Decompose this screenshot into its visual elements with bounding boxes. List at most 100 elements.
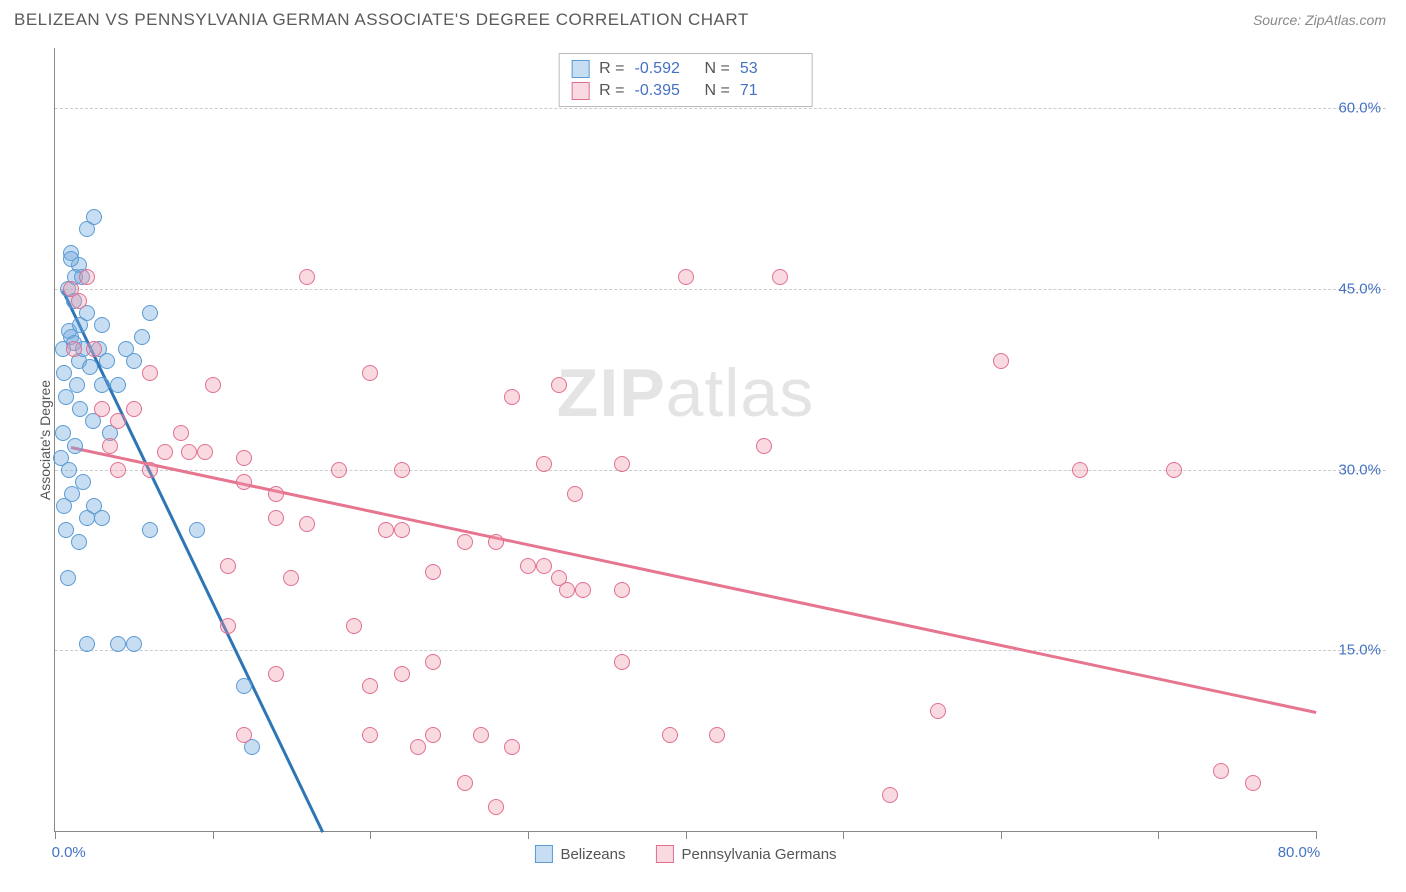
y-tick-label: 60.0% <box>1338 100 1381 117</box>
scatter-point <box>425 654 441 670</box>
scatter-point <box>102 438 118 454</box>
scatter-point <box>268 666 284 682</box>
scatter-point <box>410 739 426 755</box>
scatter-point <box>63 251 79 267</box>
legend-item-germans: Pennsylvania Germans <box>655 845 836 863</box>
chart-title: BELIZEAN VS PENNSYLVANIA GERMAN ASSOCIAT… <box>14 10 749 30</box>
scatter-point <box>142 522 158 538</box>
stat-r-label: R = <box>599 82 624 100</box>
scatter-point <box>394 522 410 538</box>
gridline <box>55 470 1386 471</box>
scatter-point <box>394 666 410 682</box>
legend-item-belizeans: Belizeans <box>534 845 625 863</box>
legend-bottom: Belizeans Pennsylvania Germans <box>534 845 836 863</box>
gridline <box>55 289 1386 290</box>
scatter-point <box>72 401 88 417</box>
scatter-point <box>993 353 1009 369</box>
y-tick-label: 15.0% <box>1338 642 1381 659</box>
scatter-point <box>86 341 102 357</box>
scatter-point <box>425 564 441 580</box>
scatter-point <box>457 775 473 791</box>
x-tick <box>528 831 529 839</box>
stat-n-label: N = <box>705 60 730 78</box>
watermark: ZIPatlas <box>557 354 814 432</box>
scatter-point <box>1072 462 1088 478</box>
legend-label: Pennsylvania Germans <box>681 846 836 863</box>
scatter-point <box>142 305 158 321</box>
swatch-blue <box>534 845 552 863</box>
x-tick-label: 0.0% <box>52 844 86 861</box>
stat-n-value-0: 53 <box>740 60 800 78</box>
swatch-blue <box>571 60 589 78</box>
scatter-point <box>378 522 394 538</box>
chart-container: Associate's Degree ZIPatlas R = -0.592 N… <box>14 48 1386 872</box>
scatter-point <box>457 534 473 550</box>
legend-label: Belizeans <box>560 846 625 863</box>
scatter-point <box>110 413 126 429</box>
scatter-point <box>72 317 88 333</box>
scatter-point <box>181 444 197 460</box>
scatter-point <box>882 787 898 803</box>
scatter-point <box>110 377 126 393</box>
scatter-point <box>66 341 82 357</box>
scatter-point <box>79 269 95 285</box>
scatter-point <box>82 359 98 375</box>
x-tick <box>1158 831 1159 839</box>
scatter-point <box>614 456 630 472</box>
y-tick-label: 45.0% <box>1338 280 1381 297</box>
swatch-pink <box>571 82 589 100</box>
scatter-point <box>110 636 126 652</box>
scatter-point <box>559 582 575 598</box>
y-tick-label: 30.0% <box>1338 461 1381 478</box>
scatter-point <box>504 389 520 405</box>
gridline <box>55 650 1386 651</box>
x-tick <box>213 831 214 839</box>
x-tick <box>370 831 371 839</box>
scatter-point <box>220 618 236 634</box>
scatter-point <box>536 456 552 472</box>
x-tick <box>843 831 844 839</box>
scatter-point <box>236 678 252 694</box>
scatter-point <box>536 558 552 574</box>
scatter-point <box>709 727 725 743</box>
scatter-point <box>55 425 71 441</box>
scatter-point <box>142 365 158 381</box>
scatter-point <box>772 269 788 285</box>
stat-n-value-1: 71 <box>740 82 800 100</box>
scatter-point <box>488 534 504 550</box>
scatter-point <box>614 654 630 670</box>
scatter-point <box>236 450 252 466</box>
scatter-point <box>575 582 591 598</box>
scatter-point <box>173 425 189 441</box>
gridline <box>55 108 1386 109</box>
scatter-point <box>61 462 77 478</box>
scatter-point <box>134 329 150 345</box>
scatter-point <box>268 486 284 502</box>
scatter-point <box>268 510 284 526</box>
scatter-point <box>362 727 378 743</box>
y-axis-label: Associate's Degree <box>37 379 53 499</box>
scatter-point <box>71 534 87 550</box>
scatter-point <box>94 510 110 526</box>
scatter-point <box>236 474 252 490</box>
scatter-point <box>346 618 362 634</box>
scatter-point <box>94 377 110 393</box>
scatter-point <box>189 522 205 538</box>
scatter-point <box>283 570 299 586</box>
scatter-point <box>197 444 213 460</box>
scatter-point <box>118 341 134 357</box>
scatter-point <box>67 438 83 454</box>
stat-r-value-1: -0.395 <box>635 82 695 100</box>
plot-area: Associate's Degree ZIPatlas R = -0.592 N… <box>54 48 1316 832</box>
scatter-point <box>79 636 95 652</box>
scatter-point <box>60 570 76 586</box>
x-tick <box>1316 831 1317 839</box>
scatter-point <box>614 582 630 598</box>
scatter-point <box>1245 775 1261 791</box>
x-tick-label: 80.0% <box>1278 844 1321 861</box>
scatter-point <box>1213 763 1229 779</box>
scatter-point <box>71 293 87 309</box>
scatter-point <box>110 462 126 478</box>
x-tick <box>55 831 56 839</box>
scatter-point <box>756 438 772 454</box>
